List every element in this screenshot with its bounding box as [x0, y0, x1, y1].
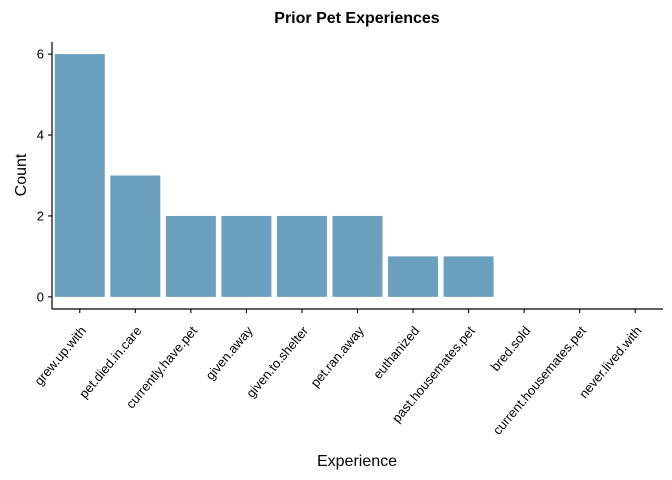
y-ticks-group: 0 2 4 6: [37, 47, 52, 304]
bar-past-housemates-pet: [443, 256, 494, 297]
y-tick-label: 0: [37, 289, 44, 304]
x-tick-label-euthanized: euthanized: [370, 323, 422, 381]
y-tick-label: 6: [37, 47, 44, 62]
y-axis-title: Count: [13, 153, 30, 196]
bar-pet-ran-away: [332, 215, 383, 297]
y-tick-label: 2: [37, 208, 44, 223]
bar-pet-died-in-care: [110, 175, 161, 297]
y-tick-label: 4: [37, 128, 44, 143]
bar-euthanized: [388, 256, 439, 297]
bar-given-away: [221, 215, 272, 297]
x-tick-label-pet-ran-away: pet.ran.away: [307, 323, 367, 390]
x-tick-label-given-away: given.away: [202, 323, 256, 383]
x-tick-label-grew-up-with: grew.up.with: [31, 323, 89, 388]
x-ticks-group: grew.up.withpet.died.in.carecurrently.ha…: [31, 309, 645, 438]
bars-group: [54, 54, 494, 297]
bar-given-to-shelter: [276, 215, 327, 297]
x-tick-label-bred-sold: bred.sold: [488, 323, 534, 374]
bar-grew-up-with: [54, 54, 105, 297]
x-tick-label-current-housemates-pet: current.housemates.pet: [490, 323, 590, 438]
bar-currently-have-pet: [165, 215, 216, 297]
chart-title: Prior Pet Experiences: [274, 10, 440, 27]
x-axis-title: Experience: [317, 453, 397, 470]
